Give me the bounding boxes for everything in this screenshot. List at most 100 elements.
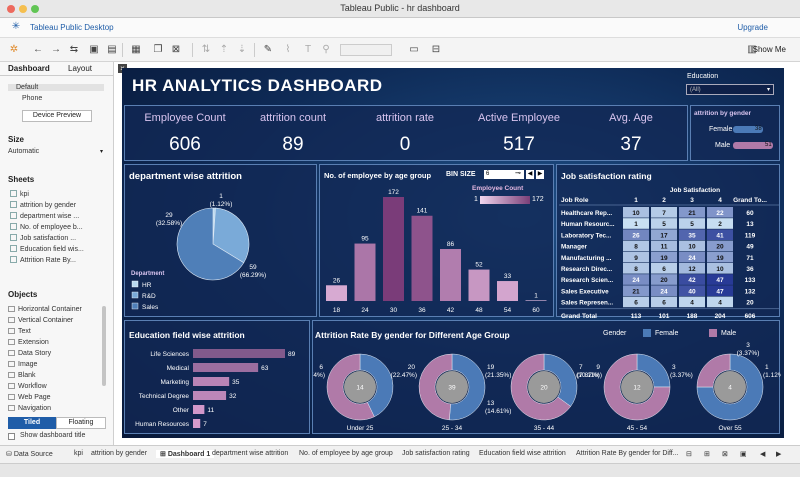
- size-select[interactable]: Automatic: [8, 148, 40, 155]
- age-bar[interactable]: [497, 281, 518, 301]
- table-cell[interactable]: [651, 285, 677, 296]
- age-bar[interactable]: [525, 300, 547, 301]
- table-cell[interactable]: [707, 251, 733, 263]
- bin-next-button[interactable]: ▶: [536, 170, 544, 179]
- new-worksheet-icon[interactable]: ⊞: [704, 451, 710, 458]
- donut-slice[interactable]: [449, 353, 486, 421]
- device-icon[interactable]: ⊟: [431, 44, 441, 55]
- donut-slice[interactable]: [418, 353, 453, 421]
- presentation-icon[interactable]: ▭: [409, 44, 419, 55]
- age-bar[interactable]: [440, 249, 461, 301]
- pie-slice[interactable]: [176, 207, 245, 281]
- sheet-item[interactable]: Education field wis...: [10, 245, 84, 253]
- fit-dropdown[interactable]: [340, 44, 392, 56]
- education-bar[interactable]: [193, 377, 230, 386]
- table-cell[interactable]: [707, 207, 733, 218]
- sidebar-scrollbar[interactable]: [102, 306, 106, 386]
- highlight-icon[interactable]: ✎: [263, 44, 273, 55]
- donut-slice[interactable]: [510, 353, 572, 421]
- data-source-icon[interactable]: ⇆: [69, 44, 79, 55]
- sheet-item[interactable]: No. of employee b...: [10, 223, 83, 231]
- sort-asc-icon[interactable]: ⇡: [219, 44, 229, 55]
- table-cell[interactable]: [651, 240, 677, 252]
- sheet-item[interactable]: kpi: [10, 190, 29, 198]
- education-bar[interactable]: [193, 391, 227, 400]
- new-story-icon[interactable]: ▣: [740, 451, 747, 458]
- clear-icon[interactable]: ⊠: [171, 44, 181, 55]
- sheet-item[interactable]: Job satisfaction ...: [10, 234, 76, 242]
- bin-prev-button[interactable]: ◀: [526, 170, 534, 179]
- table-cell[interactable]: [679, 251, 705, 263]
- education-bar[interactable]: [193, 419, 201, 428]
- table-cell[interactable]: [707, 263, 733, 274]
- donut-slice[interactable]: [696, 353, 731, 388]
- sheet-item[interactable]: attrition by gender: [10, 201, 76, 209]
- tab-dashboard[interactable]: Dashboard: [8, 64, 50, 73]
- object-item[interactable]: Horizontal Container: [8, 306, 82, 313]
- sheet-item[interactable]: Attrition Rate By...: [10, 256, 76, 264]
- table-cell[interactable]: [623, 229, 649, 240]
- table-cell[interactable]: [679, 229, 705, 240]
- table-cell[interactable]: [651, 207, 677, 218]
- table-cell[interactable]: [623, 296, 649, 308]
- donut-slice[interactable]: [603, 353, 671, 421]
- table-cell[interactable]: [623, 263, 649, 274]
- age-bar[interactable]: [383, 197, 404, 301]
- table-cell[interactable]: [707, 274, 733, 285]
- object-item[interactable]: Data Story: [8, 350, 51, 357]
- object-item[interactable]: Text: [8, 328, 31, 335]
- education-filter-select[interactable]: (All) ▾: [686, 84, 774, 95]
- table-cell[interactable]: [623, 274, 649, 285]
- table-cell[interactable]: [679, 218, 705, 229]
- education-bar[interactable]: [193, 405, 205, 414]
- minimize-window-button[interactable]: [19, 5, 27, 13]
- swap-icon[interactable]: ⇅: [201, 44, 211, 55]
- table-cell[interactable]: [679, 207, 705, 218]
- new-data-source-icon[interactable]: ⊟: [686, 451, 692, 458]
- device-phone[interactable]: Phone: [22, 95, 43, 102]
- table-cell[interactable]: [651, 229, 677, 240]
- table-cell[interactable]: [679, 296, 705, 308]
- object-item[interactable]: Blank: [8, 372, 36, 379]
- table-cell[interactable]: [679, 263, 705, 274]
- table-cell[interactable]: [707, 240, 733, 252]
- table-cell[interactable]: [623, 251, 649, 263]
- tab-department-wise-attrition[interactable]: department wise attrition: [212, 450, 289, 457]
- upgrade-link[interactable]: Upgrade: [737, 23, 768, 32]
- show-title-checkbox[interactable]: [8, 433, 15, 440]
- table-cell[interactable]: [651, 296, 677, 308]
- sort-desc-icon[interactable]: ⇣: [237, 44, 247, 55]
- table-cell[interactable]: [707, 285, 733, 296]
- save-icon[interactable]: ▣: [89, 44, 99, 55]
- object-item[interactable]: Extension: [8, 339, 49, 346]
- maximize-window-button[interactable]: [31, 5, 39, 13]
- object-item[interactable]: Web Page: [8, 394, 51, 401]
- table-cell[interactable]: [707, 218, 733, 229]
- object-item[interactable]: Navigation: [8, 405, 51, 412]
- tab-dashboard-1[interactable]: ⊞ Dashboard 1: [156, 450, 215, 458]
- tab-employee-by-age-group[interactable]: No. of employee by age group: [299, 450, 393, 457]
- pie-slice[interactable]: [212, 207, 250, 264]
- table-cell[interactable]: [651, 274, 677, 285]
- table-cell[interactable]: [651, 218, 677, 229]
- data-source-tab[interactable]: ⛁ Data Source: [6, 450, 53, 458]
- new-sheet-icon[interactable]: ▤: [107, 44, 117, 55]
- object-item[interactable]: Workflow: [8, 383, 47, 390]
- table-cell[interactable]: [623, 207, 649, 218]
- table-cell[interactable]: [623, 218, 649, 229]
- education-bar[interactable]: [193, 349, 285, 358]
- tab-attrition-by-gender[interactable]: attrition by gender: [91, 450, 148, 457]
- age-bar[interactable]: [411, 215, 433, 301]
- scroll-right-icon[interactable]: ▶: [776, 451, 782, 458]
- group-icon[interactable]: ⌇: [285, 44, 291, 55]
- device-preview-button[interactable]: Device Preview: [22, 110, 92, 122]
- table-cell[interactable]: [623, 240, 649, 252]
- new-dashboard-icon[interactable]: ⊠: [722, 451, 728, 458]
- floating-button[interactable]: Floating: [56, 417, 106, 429]
- back-icon[interactable]: ←: [33, 44, 43, 55]
- donut-slice[interactable]: [696, 353, 764, 421]
- table-cell[interactable]: [707, 229, 733, 240]
- table-cell[interactable]: [651, 251, 677, 263]
- duplicate-icon[interactable]: ❐: [153, 44, 163, 55]
- sheet-item[interactable]: department wise ...: [10, 212, 79, 220]
